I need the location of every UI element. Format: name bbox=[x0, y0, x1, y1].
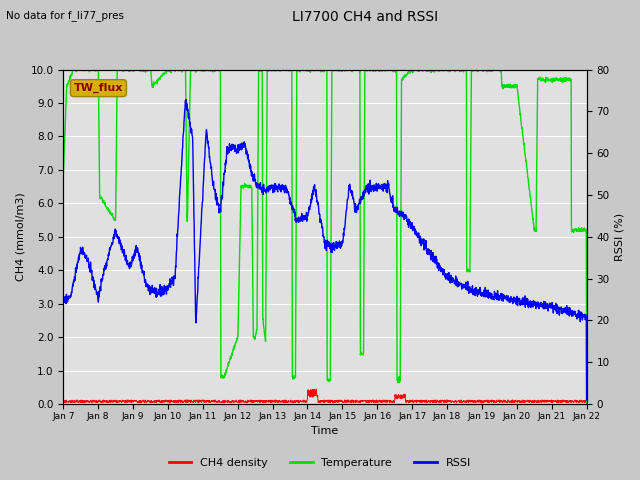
Text: No data for f_li77_pres: No data for f_li77_pres bbox=[6, 10, 124, 21]
Temperature bbox=[86, 67, 94, 72]
Text: TW_flux: TW_flux bbox=[74, 83, 123, 93]
RSSI bbox=[568, 310, 575, 316]
Temperature bbox=[69, 67, 77, 72]
RSSI bbox=[583, 397, 591, 403]
Y-axis label: RSSI (%): RSSI (%) bbox=[615, 213, 625, 261]
Temperature bbox=[314, 67, 322, 73]
RSSI bbox=[300, 214, 308, 219]
CH4 density bbox=[60, 399, 67, 405]
RSSI bbox=[60, 298, 67, 304]
CH4 density bbox=[86, 399, 94, 405]
CH4 density bbox=[311, 386, 319, 392]
Text: LI7700 CH4 and RSSI: LI7700 CH4 and RSSI bbox=[292, 10, 438, 24]
CH4 density bbox=[472, 399, 479, 405]
CH4 density bbox=[568, 398, 575, 404]
CH4 density bbox=[300, 399, 308, 405]
RSSI bbox=[568, 308, 575, 314]
Y-axis label: CH4 (mmol/m3): CH4 (mmol/m3) bbox=[15, 192, 25, 281]
CH4 density bbox=[568, 398, 576, 404]
Line: CH4 density: CH4 density bbox=[63, 389, 587, 403]
Temperature bbox=[583, 401, 591, 407]
Temperature bbox=[568, 225, 575, 230]
CH4 density bbox=[583, 399, 591, 405]
Temperature bbox=[300, 67, 308, 72]
RSSI bbox=[472, 288, 479, 294]
Temperature bbox=[568, 229, 575, 235]
X-axis label: Time: Time bbox=[311, 426, 339, 436]
Temperature bbox=[472, 67, 479, 72]
RSSI bbox=[314, 200, 322, 205]
CH4 density bbox=[563, 400, 570, 406]
RSSI bbox=[182, 97, 189, 103]
CH4 density bbox=[314, 399, 322, 405]
Line: Temperature: Temperature bbox=[63, 70, 587, 404]
Line: RSSI: RSSI bbox=[63, 100, 587, 400]
RSSI bbox=[86, 263, 94, 268]
Temperature bbox=[60, 173, 67, 179]
Legend: CH4 density, Temperature, RSSI: CH4 density, Temperature, RSSI bbox=[164, 453, 476, 472]
